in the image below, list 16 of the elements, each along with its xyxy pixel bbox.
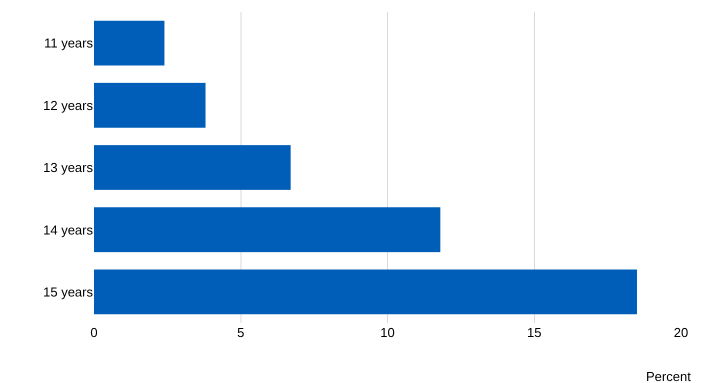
- y-tick-label: 12 years: [43, 98, 94, 113]
- bar: [94, 270, 637, 314]
- x-tick-label: 15: [527, 325, 542, 340]
- x-tick-label: 20: [674, 325, 688, 340]
- x-tick-label: 0: [90, 325, 98, 340]
- y-tick-label: 14 years: [43, 222, 94, 238]
- y-tick-label: 11 years: [44, 36, 94, 51]
- x-axis-title: Percent: [646, 369, 692, 383]
- y-tick-label: 15 years: [43, 284, 94, 300]
- x-tick-label: 5: [237, 325, 244, 340]
- bar: [94, 20, 164, 66]
- bar: [94, 82, 206, 128]
- bar: [94, 207, 440, 252]
- bar: [94, 145, 291, 190]
- x-tick-label: 10: [380, 325, 395, 340]
- y-tick-label: 13 years: [43, 160, 94, 176]
